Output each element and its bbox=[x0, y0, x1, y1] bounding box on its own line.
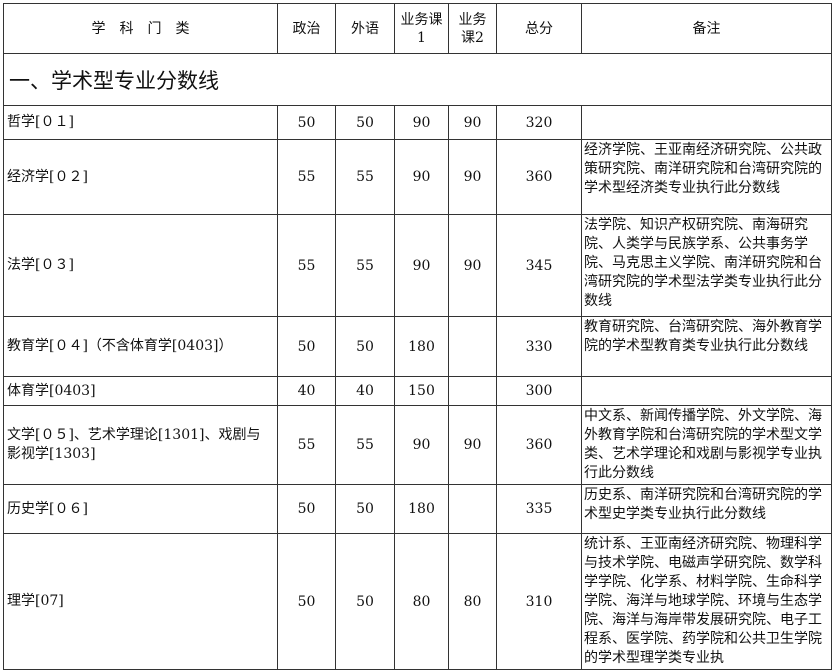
politics-score: 40 bbox=[277, 376, 336, 406]
politics-score: 55 bbox=[277, 214, 336, 317]
header-row: 学 科 门 类 政治 外语 业务课1 业务课2 总分 备注 bbox=[3, 3, 832, 54]
header-total: 总分 bbox=[496, 3, 582, 54]
course2-score: 80 bbox=[448, 533, 497, 670]
subject-name: 文学[０５]、艺术学理论[1301]、戏剧与影视学[1303] bbox=[3, 405, 278, 485]
note-cell: 教育研究院、台湾研究院、海外教育学院的学术型教育类专业执行此分数线 bbox=[581, 316, 832, 377]
course2-score bbox=[448, 316, 497, 377]
course1-score: 90 bbox=[394, 105, 449, 140]
course1-score: 150 bbox=[394, 376, 449, 406]
note-cell: 中文系、新闻传播学院、外文学院、海外教育学院和台湾研究院的学术型文学类、艺术学理… bbox=[581, 405, 832, 485]
politics-score: 50 bbox=[277, 484, 336, 534]
table-row: 文学[０５]、艺术学理论[1301]、戏剧与影视学[1303] 55 55 90 90 3… bbox=[3, 405, 832, 485]
course2-score: 90 bbox=[448, 405, 497, 485]
subject-name: 历史学[０６] bbox=[3, 484, 278, 534]
header-politics: 政治 bbox=[277, 3, 336, 54]
politics-score: 50 bbox=[277, 105, 336, 140]
course1-score: 180 bbox=[394, 316, 449, 377]
foreign-score: 50 bbox=[335, 316, 395, 377]
foreign-score: 55 bbox=[335, 139, 395, 215]
total-score: 330 bbox=[496, 316, 582, 377]
politics-score: 50 bbox=[277, 533, 336, 670]
total-score: 335 bbox=[496, 484, 582, 534]
total-score: 360 bbox=[496, 405, 582, 485]
course2-score bbox=[448, 484, 497, 534]
note-cell bbox=[581, 376, 832, 406]
note-cell: 法学院、知识产权研究院、南海研究院、人类学与民族学系、公共事务学院、马克思主义学… bbox=[581, 214, 832, 317]
politics-score: 50 bbox=[277, 316, 336, 377]
foreign-score: 50 bbox=[335, 105, 395, 140]
score-table: 学 科 门 类 政治 外语 业务课1 业务课2 总分 备注 一、学术型专业分数线… bbox=[3, 3, 832, 670]
course2-score: 90 bbox=[448, 105, 497, 140]
header-course2: 业务课2 bbox=[448, 3, 497, 54]
total-score: 345 bbox=[496, 214, 582, 317]
subject-name: 法学[０３] bbox=[3, 214, 278, 317]
politics-score: 55 bbox=[277, 139, 336, 215]
subject-name: 理学[07] bbox=[3, 533, 278, 670]
subject-name: 哲学[０１] bbox=[3, 105, 278, 140]
total-score: 310 bbox=[496, 533, 582, 670]
table-row: 历史学[０６] 50 50 180 335 历史系、南洋研究院和台湾研究院的学术型史学类专… bbox=[3, 484, 832, 534]
foreign-score: 50 bbox=[335, 533, 395, 670]
note-cell: 统计系、王亚南经济研究院、物理科学与技术学院、电磁声学研究院、数学科学学院、化学… bbox=[581, 533, 832, 670]
table-row: 经济学[０２] 55 55 90 90 360 经济学院、王亚南经济研究院、公共政策研究院、… bbox=[3, 139, 832, 215]
subject-name: 经济学[０２] bbox=[3, 139, 278, 215]
subject-name: 教育学[０４]（不含体育学[0403]） bbox=[3, 316, 278, 377]
course1-score: 80 bbox=[394, 533, 449, 670]
note-cell bbox=[581, 105, 832, 140]
header-category: 学 科 门 类 bbox=[3, 3, 278, 54]
foreign-score: 40 bbox=[335, 376, 395, 406]
course1-score: 90 bbox=[394, 139, 449, 215]
table-row: 体育学[0403] 40 40 150 300 bbox=[3, 376, 832, 406]
course2-score bbox=[448, 376, 497, 406]
total-score: 360 bbox=[496, 139, 582, 215]
foreign-score: 55 bbox=[335, 214, 395, 317]
header-course1: 业务课1 bbox=[394, 3, 449, 54]
table-row: 哲学[０１] 50 50 90 90 320 bbox=[3, 105, 832, 140]
course1-score: 180 bbox=[394, 484, 449, 534]
course1-score: 90 bbox=[394, 405, 449, 485]
foreign-score: 55 bbox=[335, 405, 395, 485]
section-row: 一、学术型专业分数线 bbox=[3, 53, 832, 106]
course2-score: 90 bbox=[448, 139, 497, 215]
total-score: 320 bbox=[496, 105, 582, 140]
table-row: 教育学[０４]（不含体育学[0403]） 50 50 180 330 教育研究院、台湾研究… bbox=[3, 316, 832, 377]
course1-score: 90 bbox=[394, 214, 449, 317]
politics-score: 55 bbox=[277, 405, 336, 485]
table-row: 法学[０３] 55 55 90 90 345 法学院、知识产权研究院、南海研究院、人类学与民… bbox=[3, 214, 832, 317]
total-score: 300 bbox=[496, 376, 582, 406]
note-cell: 经济学院、王亚南经济研究院、公共政策研究院、南洋研究院和台湾研究院的学术型经济类… bbox=[581, 139, 832, 215]
course2-score: 90 bbox=[448, 214, 497, 317]
header-notes: 备注 bbox=[581, 3, 832, 54]
header-foreign-language: 外语 bbox=[335, 3, 395, 54]
note-cell: 历史系、南洋研究院和台湾研究院的学术型史学类专业执行此分数线 bbox=[581, 484, 832, 534]
subject-name: 体育学[0403] bbox=[3, 376, 278, 406]
foreign-score: 50 bbox=[335, 484, 395, 534]
table-row: 理学[07] 50 50 80 80 310 统计系、王亚南经济研究院、物理科学与技术学院、… bbox=[3, 533, 832, 670]
section-title: 一、学术型专业分数线 bbox=[3, 53, 832, 106]
